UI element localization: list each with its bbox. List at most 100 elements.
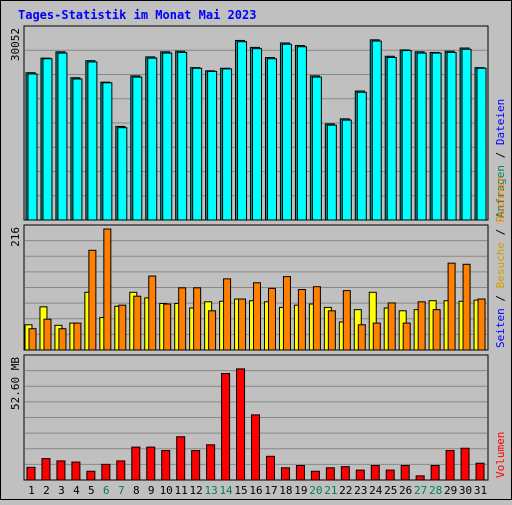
bar-volumen: [280, 467, 290, 481]
bar-dateien: [266, 58, 277, 221]
bar-dateien: [431, 52, 442, 221]
bar-dateien: [311, 76, 322, 221]
bar-volumen: [86, 470, 96, 481]
bar-seiten: [402, 322, 411, 351]
bar-dateien: [147, 57, 158, 221]
bar-dateien: [162, 52, 173, 221]
bar-seiten: [297, 289, 306, 351]
legend-separator: /: [494, 288, 507, 308]
bar-seiten: [163, 303, 172, 351]
bar-dateien: [27, 73, 38, 221]
x-tick-label: 5: [88, 484, 95, 497]
legend-volumen: Volumen: [494, 432, 507, 478]
legend-dateien: Dateien: [494, 99, 507, 145]
legend-besuche: Besuche: [494, 242, 507, 288]
x-tick-label: 15: [234, 484, 247, 497]
x-tick-label: 31: [474, 484, 487, 497]
bar-dateien: [72, 78, 83, 221]
bar-dateien: [177, 51, 188, 221]
bar-volumen: [475, 462, 485, 481]
x-tick-label: 3: [58, 484, 65, 497]
y-max-label-requests: 30052: [9, 28, 22, 61]
bar-volumen: [325, 467, 335, 481]
bar-seiten: [148, 275, 157, 351]
bar-seiten: [342, 290, 351, 351]
bar-volumen: [430, 465, 440, 481]
bar-dateien: [326, 124, 337, 221]
y-max-label-volume: 52.60 MB: [9, 357, 22, 410]
legend-anfragen: Anfragen: [494, 165, 507, 218]
bar-seiten: [193, 287, 202, 351]
x-tick-label: 26: [399, 484, 412, 497]
bar-volumen: [415, 475, 425, 481]
x-tick-label: 8: [133, 484, 140, 497]
bar-dateien: [461, 48, 472, 221]
x-tick-label: 10: [160, 484, 173, 497]
bar-volumen: [161, 450, 171, 481]
x-tick-label: 17: [264, 484, 277, 497]
x-tick-label: 2: [43, 484, 50, 497]
bar-volumen: [295, 465, 305, 481]
bar-volumen: [116, 460, 126, 481]
bar-volumen: [251, 414, 261, 481]
bar-volumen: [146, 446, 156, 481]
bar-volumen: [56, 460, 66, 481]
x-tick-label: 1: [28, 484, 35, 497]
bar-seiten: [387, 302, 396, 351]
bar-seiten: [178, 287, 187, 351]
bar-dateien: [356, 91, 367, 221]
x-tick-label: 7: [118, 484, 125, 497]
bar-dateien: [192, 67, 203, 221]
bar-seiten: [447, 262, 456, 351]
bar-volumen: [445, 450, 455, 481]
bar-volumen: [191, 450, 201, 481]
bar-seiten: [73, 322, 82, 351]
bar-seiten: [462, 263, 471, 351]
bar-dateien: [371, 40, 382, 221]
bar-seiten: [223, 278, 232, 351]
legend-separator: /: [494, 145, 507, 165]
x-tick-label: 6: [103, 484, 110, 497]
bar-seiten: [372, 322, 381, 351]
x-tick-label: 13: [204, 484, 217, 497]
x-tick-label: 19: [294, 484, 307, 497]
bar-dateien: [42, 58, 53, 221]
bar-dateien: [281, 43, 292, 221]
legend-rechner: Rechner: [494, 175, 507, 222]
bar-volumen: [355, 469, 365, 481]
y-max-label-visits: 216: [9, 227, 22, 247]
x-tick-label: 18: [279, 484, 292, 497]
bar-dateien: [207, 70, 218, 221]
bar-seiten: [208, 310, 217, 351]
right-legend-visits: Seiten / Besuche / Rechner: [494, 175, 507, 348]
bar-seiten: [43, 318, 52, 351]
x-tick-label: 11: [175, 484, 188, 497]
bar-volumen: [370, 465, 380, 481]
bar-seiten: [282, 276, 291, 351]
bar-dateien: [222, 68, 233, 221]
bar-volumen: [41, 458, 51, 481]
bar-seiten: [357, 324, 366, 351]
bar-dateien: [296, 46, 307, 221]
right-legend-volume: Volumen: [494, 432, 507, 478]
bar-dateien: [252, 48, 263, 221]
bar-dateien: [57, 52, 68, 221]
bar-volumen: [460, 447, 470, 481]
bar-volumen: [310, 470, 320, 481]
x-tick-label: 25: [384, 484, 397, 497]
bar-volumen: [340, 466, 350, 481]
bar-dateien: [132, 76, 143, 221]
x-tick-label: 29: [444, 484, 457, 497]
bar-volumen: [26, 466, 36, 481]
bar-volumen: [71, 461, 81, 481]
bar-seiten: [267, 287, 276, 351]
bar-seiten: [432, 309, 441, 351]
legend-separator: /: [494, 222, 507, 242]
bar-dateien: [237, 41, 248, 221]
bar-seiten: [118, 304, 127, 351]
bar-dateien: [446, 51, 457, 221]
bar-dateien: [386, 57, 397, 221]
bar-volumen: [176, 436, 186, 481]
